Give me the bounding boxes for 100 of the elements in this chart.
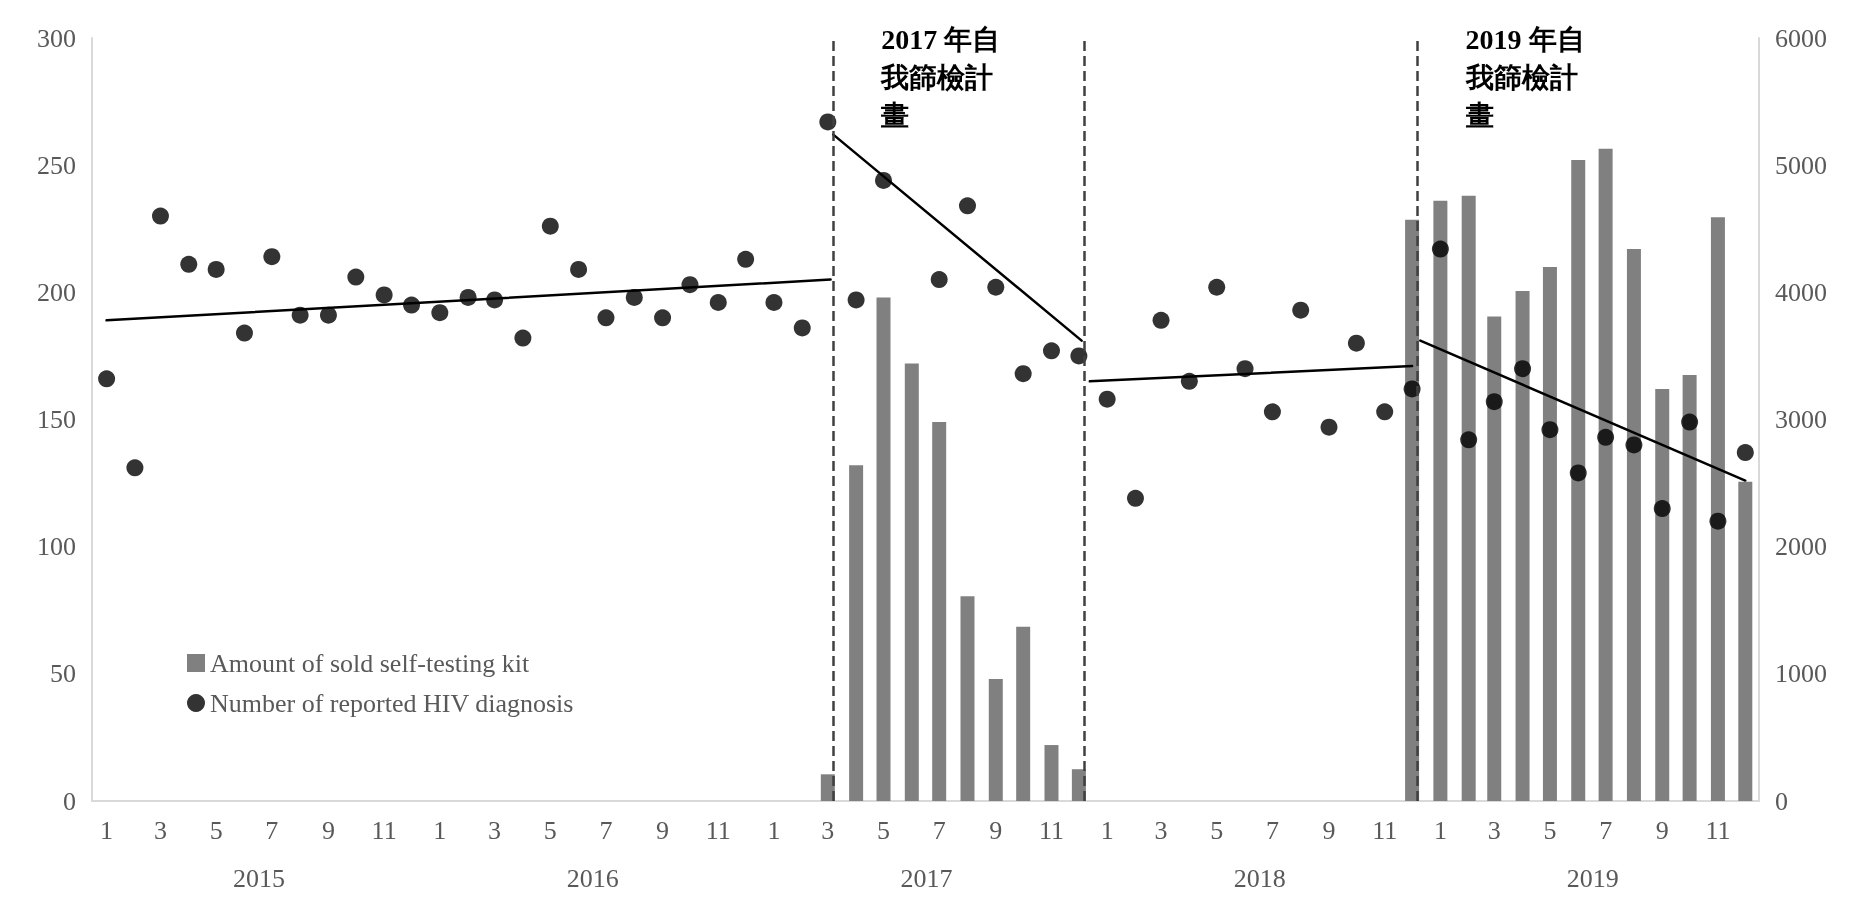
bar: [1044, 745, 1059, 801]
point: [1320, 418, 1338, 436]
point: [1431, 240, 1449, 258]
point: [207, 260, 225, 278]
x-tick-label: 11: [705, 815, 731, 845]
point: [1653, 500, 1671, 518]
point: [1098, 390, 1116, 408]
point: [1152, 311, 1170, 329]
y2-tick-label: 4000: [1775, 277, 1827, 307]
point: [1376, 403, 1394, 421]
x-tick-label: 1: [433, 815, 447, 845]
x-tick-label: 7: [1599, 815, 1613, 845]
y2-tick-label: 1000: [1775, 659, 1827, 689]
bar: [849, 465, 864, 801]
x-tick-label: 9: [656, 815, 670, 845]
y2-tick-label: 2000: [1775, 532, 1827, 562]
text: 2018: [1233, 863, 1286, 893]
bar: [960, 596, 975, 801]
legend-label: Amount of sold self-testing kit: [210, 648, 530, 678]
point: [347, 268, 365, 286]
bar: [1016, 626, 1031, 801]
x-tick-label: 3: [1487, 815, 1501, 845]
bar: [1461, 195, 1476, 801]
text: 2015: [233, 863, 286, 893]
point: [1569, 464, 1587, 482]
legend-label: Number of reported HIV diagnosis: [210, 688, 574, 718]
x-tick-label: 5: [1543, 815, 1557, 845]
x-tick-label: 11: [1372, 815, 1398, 845]
bar: [1710, 217, 1725, 801]
point: [1709, 512, 1727, 530]
y-tick-label: 100: [37, 532, 76, 562]
y-tick-label: 300: [37, 23, 76, 53]
x-tick-label: 11: [1038, 815, 1065, 845]
x-tick-label: 3: [153, 815, 167, 845]
point: [987, 278, 1005, 296]
point: [541, 217, 559, 235]
x-tick-label: 5: [543, 815, 557, 845]
bar: [1542, 266, 1557, 801]
point: [1736, 444, 1754, 462]
x-tick-label: 1: [1100, 815, 1114, 845]
point: [263, 248, 281, 266]
bar: [1598, 148, 1613, 801]
point: [959, 197, 976, 215]
y-tick-label: 250: [37, 150, 76, 180]
text: 2019: [1566, 863, 1619, 893]
point: [765, 294, 783, 311]
x-tick-label: 5: [1210, 815, 1224, 845]
bar: [904, 363, 919, 801]
point: [514, 329, 532, 347]
annotation: 2019 年自我篩檢計畫: [1464, 23, 1585, 131]
x-tick-label: 7: [599, 815, 613, 845]
x-tick-label: 7: [932, 815, 946, 845]
point: [1263, 403, 1281, 421]
x-tick-label: 9: [1655, 815, 1669, 845]
x-tick-label: 9: [1322, 815, 1336, 845]
point: [1541, 421, 1559, 439]
y2-tick-label: 6000: [1775, 23, 1827, 53]
x-tick-label: 11: [1705, 815, 1731, 845]
point: [1208, 278, 1226, 296]
y2-tick-label: 0: [1775, 786, 1788, 816]
point: [1485, 393, 1503, 411]
x-tick-label: 7: [265, 815, 279, 845]
bar: [932, 422, 947, 801]
x-tick-label: 3: [1154, 815, 1168, 845]
point: [709, 294, 727, 311]
y-tick-label: 50: [50, 659, 76, 689]
text: 2016: [566, 863, 619, 893]
bar: [1487, 316, 1502, 801]
point: [1014, 365, 1032, 383]
y2-tick-label: 5000: [1775, 150, 1827, 180]
point: [235, 324, 253, 342]
x-tick-label: 3: [821, 815, 835, 845]
x-tick-label: 1: [767, 815, 781, 845]
point: [1514, 360, 1532, 378]
point: [126, 459, 144, 477]
bar: [1433, 200, 1448, 801]
point: [597, 309, 615, 327]
point: [847, 291, 865, 309]
point: [1126, 489, 1144, 507]
point: [930, 271, 948, 289]
bar: [1682, 374, 1697, 801]
y-tick-label: 0: [63, 786, 76, 816]
point: [431, 304, 449, 322]
point: [793, 319, 811, 337]
point: [1681, 413, 1699, 431]
bar: [1515, 291, 1530, 801]
point: [180, 255, 198, 273]
x-tick-label: 5: [209, 815, 223, 845]
point: [1347, 334, 1365, 352]
annotation: 2017 年自我篩檢計畫: [880, 23, 1001, 131]
x-tick-label: 3: [488, 815, 502, 845]
bar: [1571, 160, 1586, 801]
point: [1597, 428, 1615, 446]
point: [151, 207, 169, 225]
point: [1292, 301, 1310, 319]
x-tick-label: 9: [321, 815, 335, 845]
point: [1043, 342, 1060, 360]
x-tick-label: 9: [989, 815, 1003, 845]
x-tick-label: 7: [1265, 815, 1279, 845]
x-tick-label: 1: [1433, 815, 1447, 845]
